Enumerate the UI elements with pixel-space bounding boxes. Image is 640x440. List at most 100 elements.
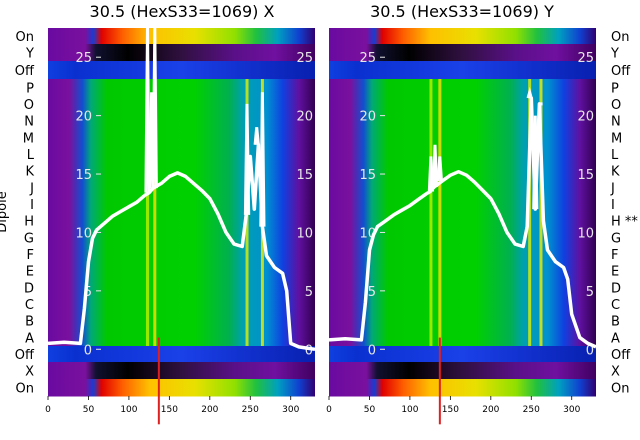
- overlay-spike: [526, 86, 533, 99]
- row-label: I: [30, 198, 34, 213]
- overlay-y-tick-label-right: 5: [586, 285, 594, 300]
- heatmap-stripe: [429, 79, 433, 346]
- row-label: F: [611, 248, 618, 263]
- heatmap-stripe: [146, 79, 150, 346]
- row-label: Off: [15, 348, 35, 363]
- row-label: Off: [611, 64, 631, 79]
- row-label: On: [16, 382, 34, 397]
- row-label: L: [611, 148, 619, 163]
- row-label: H **: [611, 215, 638, 230]
- x-tick-label: 50: [364, 405, 376, 415]
- row-label: On: [611, 30, 629, 45]
- row-label: D: [24, 282, 34, 297]
- row-label: P: [611, 82, 619, 97]
- x-tick-label: 0: [326, 405, 332, 415]
- heatmap-row: [48, 379, 315, 397]
- overlay-y-tick-label-right: 25: [577, 51, 594, 66]
- heatmap-stripe: [528, 79, 532, 346]
- overlay-spike: [532, 115, 539, 210]
- row-label: Y: [610, 47, 619, 62]
- overlay-spike: [427, 156, 435, 192]
- row-label: A: [25, 332, 34, 347]
- heatmap-stripe: [539, 79, 543, 346]
- row-label: J: [29, 182, 34, 197]
- overlay-spike: [253, 127, 260, 145]
- overlay-y-tick-label: 0: [84, 343, 92, 358]
- row-label: Y: [25, 47, 34, 62]
- heatmap-row: [48, 312, 315, 330]
- row-label: On: [16, 30, 34, 45]
- x-tick-label: 200: [482, 405, 499, 415]
- row-label: N: [24, 115, 34, 130]
- heatmap-row: [48, 44, 315, 62]
- overlay-y-tick-label: 5: [368, 285, 376, 300]
- row-label: M: [611, 132, 622, 147]
- overlay-y-tick-label: 0: [368, 343, 376, 358]
- panel-title: 30.5 (HexS33=1069) X: [90, 2, 275, 21]
- heatmap-row: [329, 362, 596, 380]
- panel-title: 30.5 (HexS33=1069) Y: [370, 2, 554, 21]
- heatmap-stripe: [153, 79, 157, 346]
- row-label: K: [611, 165, 620, 180]
- overlay-y-tick-label: 25: [359, 51, 376, 66]
- heatmap-row: [329, 196, 596, 213]
- row-label: X: [611, 365, 620, 380]
- heatmap-hot-cell: [157, 337, 160, 425]
- x-tick-label: 250: [242, 405, 259, 415]
- overlay-y-tick-label-right: 10: [296, 226, 313, 241]
- row-label: A: [611, 332, 620, 347]
- row-label: O: [24, 98, 34, 113]
- row-label: P: [26, 82, 34, 97]
- row-label: L: [27, 148, 35, 163]
- row-label: Off: [611, 348, 631, 363]
- row-label: Off: [15, 64, 35, 79]
- overlay-spike: [144, 27, 151, 193]
- overlay-y-tick-label-right: 0: [586, 343, 594, 358]
- heatmap-row: [329, 346, 596, 363]
- overlay-y-tick-label-right: 15: [296, 168, 313, 183]
- x-tick-label: 300: [563, 405, 580, 415]
- x-tick-label: 100: [120, 405, 137, 415]
- y-axis-label: Dipole: [0, 191, 10, 232]
- row-label: O: [611, 98, 621, 113]
- row-label: K: [25, 165, 34, 180]
- overlay-spike: [243, 103, 251, 215]
- overlay-line: [328, 96, 597, 349]
- heatmap-row: [48, 346, 315, 363]
- overlay-y-tick-label: 15: [75, 168, 92, 183]
- heatmap-row: [48, 146, 315, 163]
- overlay-y-tick-label-right: 0: [305, 343, 313, 358]
- heatmap-row: [329, 61, 596, 80]
- heatmap-stripe: [438, 79, 442, 346]
- row-label: D: [611, 282, 621, 297]
- x-tick-label: 0: [45, 405, 51, 415]
- row-label: C: [25, 298, 34, 313]
- overlay-y-tick-label: 20: [359, 110, 376, 125]
- x-tick-label: 150: [161, 405, 178, 415]
- overlay-y-tick-label-right: 5: [305, 285, 313, 300]
- heatmap-row: [48, 28, 315, 45]
- overlay-y-tick-label: 5: [84, 285, 92, 300]
- row-label: B: [25, 315, 34, 330]
- row-label: B: [611, 315, 620, 330]
- overlay-y-tick-label-right: 15: [577, 168, 594, 183]
- overlay-y-tick-label-right: 20: [296, 110, 313, 125]
- row-label: I: [611, 198, 615, 213]
- overlay-y-tick-label-right: 10: [577, 226, 594, 241]
- overlay-line: [47, 143, 316, 352]
- overlay-spike: [151, 27, 158, 189]
- row-label: M: [23, 132, 34, 147]
- heatmap-hot-cell: [438, 337, 441, 425]
- row-label: G: [611, 232, 621, 247]
- overlay-spike: [259, 92, 266, 227]
- row-label: N: [611, 115, 621, 130]
- row-label: C: [611, 298, 620, 313]
- heatmap-row: [329, 44, 596, 62]
- heatmap-row: [329, 146, 596, 163]
- heatmap-row: [48, 362, 315, 380]
- row-label: H: [24, 215, 34, 230]
- row-label: G: [24, 232, 34, 247]
